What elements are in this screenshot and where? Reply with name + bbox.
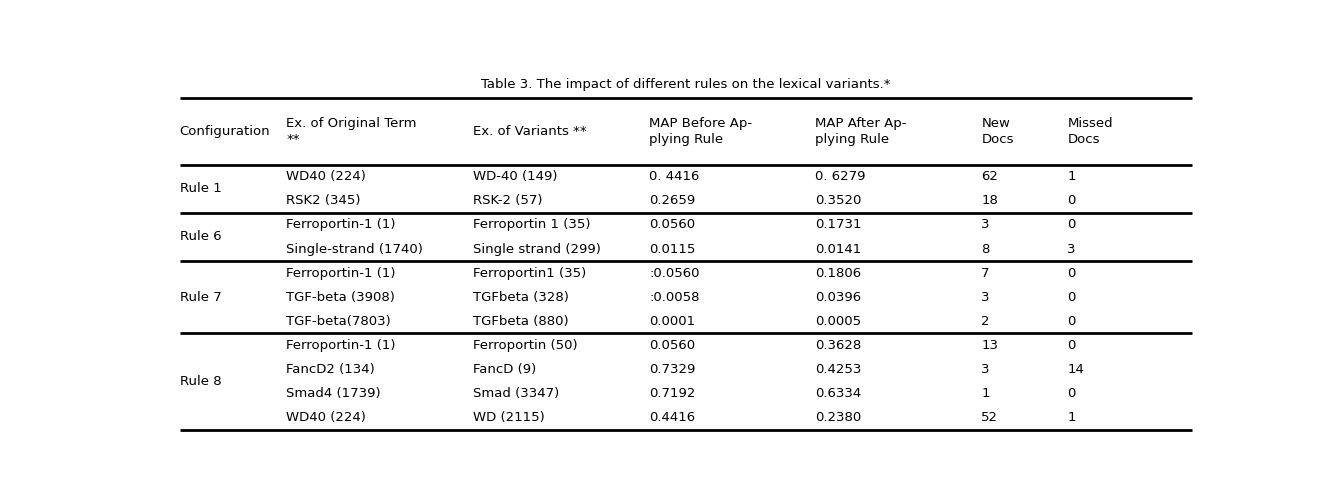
- Text: Smad4 (1739): Smad4 (1739): [286, 387, 381, 400]
- Text: Rule 1: Rule 1: [179, 182, 222, 195]
- Text: Ferroportin1 (35): Ferroportin1 (35): [474, 267, 586, 280]
- Text: 0.4416: 0.4416: [649, 411, 696, 425]
- Text: WD40 (224): WD40 (224): [286, 170, 367, 183]
- Text: 0.6334: 0.6334: [815, 387, 862, 400]
- Text: Rule 6: Rule 6: [179, 231, 221, 244]
- Text: 1: 1: [1068, 411, 1076, 425]
- Text: TGF-beta (3908): TGF-beta (3908): [286, 291, 395, 304]
- Text: 0: 0: [1068, 218, 1076, 231]
- Text: 0.7192: 0.7192: [649, 387, 696, 400]
- Text: Table 3. The impact of different rules on the lexical variants.*: Table 3. The impact of different rules o…: [480, 78, 891, 91]
- Text: 0.4253: 0.4253: [815, 363, 862, 376]
- Text: 2: 2: [981, 315, 990, 328]
- Text: Single-strand (1740): Single-strand (1740): [286, 243, 423, 255]
- Text: 0: 0: [1068, 315, 1076, 328]
- Text: 0.0396: 0.0396: [815, 291, 862, 304]
- Text: Ex. of Variants **: Ex. of Variants **: [474, 124, 587, 137]
- Text: 8: 8: [981, 243, 990, 255]
- Text: Ferroportin-1 (1): Ferroportin-1 (1): [286, 218, 396, 231]
- Text: TGFbeta (328): TGFbeta (328): [474, 291, 569, 304]
- Text: 0.0115: 0.0115: [649, 243, 696, 255]
- Text: Ferroportin (50): Ferroportin (50): [474, 339, 578, 352]
- Text: 14: 14: [1068, 363, 1084, 376]
- Text: 0.3520: 0.3520: [815, 194, 862, 207]
- Text: 0: 0: [1068, 291, 1076, 304]
- Text: WD (2115): WD (2115): [474, 411, 545, 425]
- Text: 52: 52: [981, 411, 998, 425]
- Text: 62: 62: [981, 170, 998, 183]
- Text: :0.0058: :0.0058: [649, 291, 700, 304]
- Text: 0.2659: 0.2659: [649, 194, 696, 207]
- Text: 0.0560: 0.0560: [649, 339, 696, 352]
- Text: RSK2 (345): RSK2 (345): [286, 194, 361, 207]
- Text: Single strand (299): Single strand (299): [474, 243, 601, 255]
- Text: FancD (9): FancD (9): [474, 363, 537, 376]
- Text: 0.3628: 0.3628: [815, 339, 862, 352]
- Text: 0.0005: 0.0005: [815, 315, 862, 328]
- Text: 13: 13: [981, 339, 998, 352]
- Text: 0.1806: 0.1806: [815, 267, 862, 280]
- Text: Ferroportin 1 (35): Ferroportin 1 (35): [474, 218, 590, 231]
- Text: 3: 3: [981, 363, 990, 376]
- Text: New
Docs: New Docs: [981, 117, 1014, 146]
- Text: 3: 3: [981, 218, 990, 231]
- Text: 0: 0: [1068, 339, 1076, 352]
- Text: :0.0560: :0.0560: [649, 267, 700, 280]
- Text: Ferroportin-1 (1): Ferroportin-1 (1): [286, 339, 396, 352]
- Text: TGF-beta(7803): TGF-beta(7803): [286, 315, 391, 328]
- Text: 18: 18: [981, 194, 998, 207]
- Text: 0: 0: [1068, 194, 1076, 207]
- Text: 0.0001: 0.0001: [649, 315, 696, 328]
- Text: TGFbeta (880): TGFbeta (880): [474, 315, 569, 328]
- Text: 1: 1: [1068, 170, 1076, 183]
- Text: WD40 (224): WD40 (224): [286, 411, 367, 425]
- Text: Missed
Docs: Missed Docs: [1068, 117, 1113, 146]
- Text: Ex. of Original Term
**: Ex. of Original Term **: [286, 117, 417, 146]
- Text: Smad (3347): Smad (3347): [474, 387, 559, 400]
- Text: 1: 1: [981, 387, 990, 400]
- Text: RSK-2 (57): RSK-2 (57): [474, 194, 543, 207]
- Text: WD-40 (149): WD-40 (149): [474, 170, 558, 183]
- Text: 3: 3: [1068, 243, 1076, 255]
- Text: 0.0141: 0.0141: [815, 243, 862, 255]
- Text: MAP Before Ap-
plying Rule: MAP Before Ap- plying Rule: [649, 117, 752, 146]
- Text: 7: 7: [981, 267, 990, 280]
- Text: 0.1731: 0.1731: [815, 218, 862, 231]
- Text: FancD2 (134): FancD2 (134): [286, 363, 375, 376]
- Text: 0. 4416: 0. 4416: [649, 170, 700, 183]
- Text: 0. 6279: 0. 6279: [815, 170, 866, 183]
- Text: 0.7329: 0.7329: [649, 363, 696, 376]
- Text: 0: 0: [1068, 267, 1076, 280]
- Text: 0.2380: 0.2380: [815, 411, 862, 425]
- Text: 0: 0: [1068, 387, 1076, 400]
- Text: Rule 8: Rule 8: [179, 375, 221, 388]
- Text: Ferroportin-1 (1): Ferroportin-1 (1): [286, 267, 396, 280]
- Text: Rule 7: Rule 7: [179, 291, 222, 304]
- Text: 0.0560: 0.0560: [649, 218, 696, 231]
- Text: Configuration: Configuration: [179, 124, 270, 137]
- Text: 3: 3: [981, 291, 990, 304]
- Text: MAP After Ap-
plying Rule: MAP After Ap- plying Rule: [815, 117, 907, 146]
